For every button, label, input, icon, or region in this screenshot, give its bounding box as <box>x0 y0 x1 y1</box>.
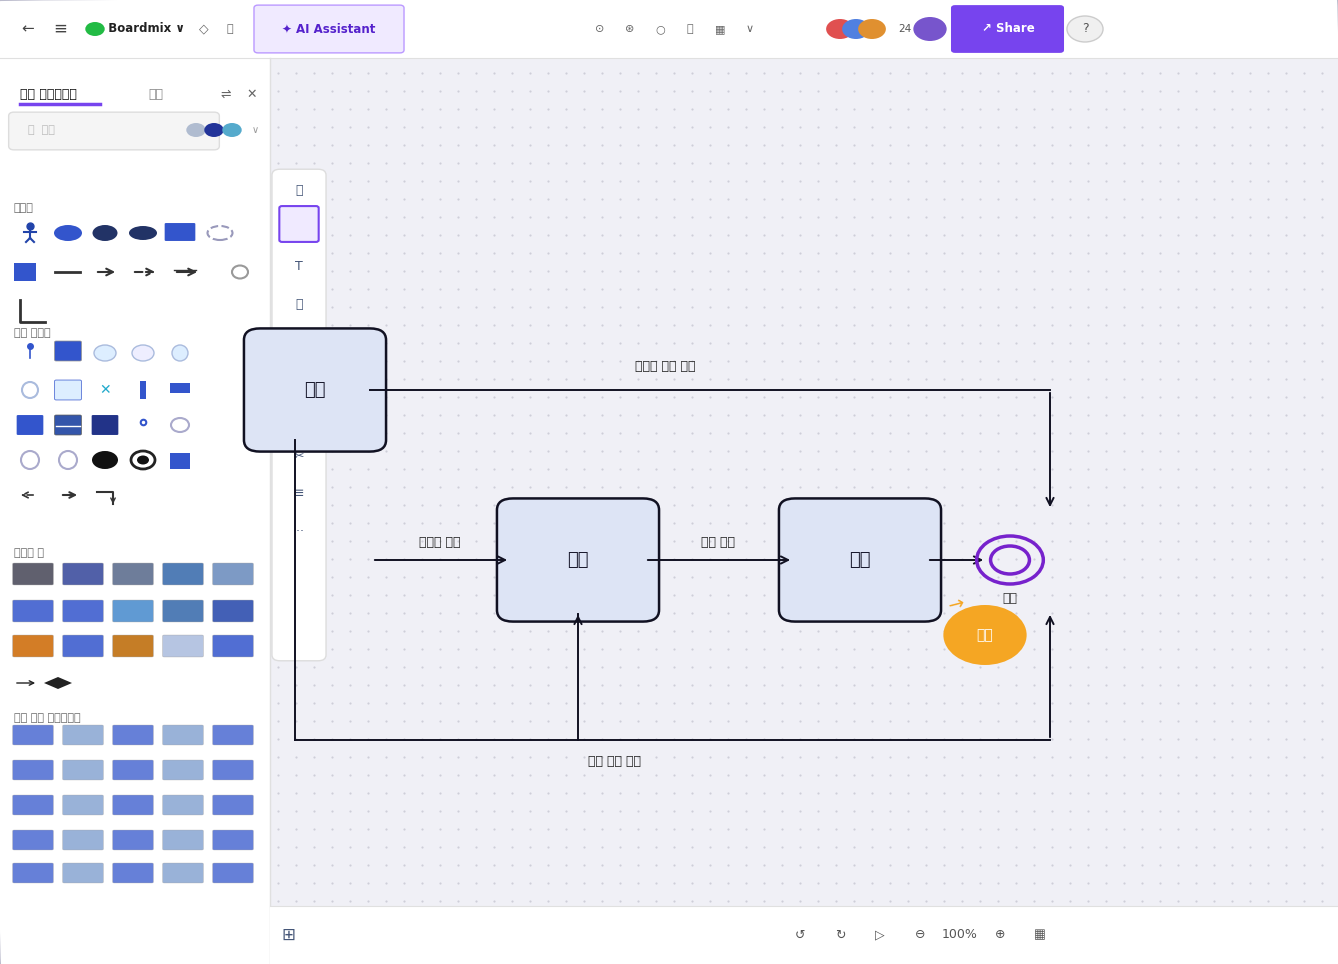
Text: ≡: ≡ <box>54 20 67 38</box>
Circle shape <box>186 123 206 137</box>
Text: T: T <box>296 259 302 273</box>
Text: 문서 적용: 문서 적용 <box>701 537 735 549</box>
FancyBboxPatch shape <box>779 498 941 622</box>
Circle shape <box>205 123 223 137</box>
Text: ✦ AI Assistant: ✦ AI Assistant <box>282 22 376 36</box>
FancyBboxPatch shape <box>12 760 54 780</box>
Text: ○: ○ <box>656 24 665 34</box>
FancyBboxPatch shape <box>63 863 103 883</box>
Text: ≡: ≡ <box>294 488 304 500</box>
FancyBboxPatch shape <box>213 795 253 815</box>
FancyBboxPatch shape <box>163 635 203 656</box>
Text: ∿: ∿ <box>294 373 304 387</box>
Text: 클래스 맵: 클래스 맵 <box>13 548 44 558</box>
Text: ▦: ▦ <box>714 24 725 34</box>
Text: ⊕: ⊕ <box>994 928 1005 942</box>
FancyBboxPatch shape <box>8 112 219 149</box>
FancyBboxPatch shape <box>272 170 326 660</box>
FancyBboxPatch shape <box>112 795 154 815</box>
Text: 종료: 종료 <box>1002 592 1017 605</box>
FancyBboxPatch shape <box>63 563 103 585</box>
Bar <box>0 58 270 964</box>
Circle shape <box>1066 16 1103 42</box>
Text: ▷: ▷ <box>875 928 884 942</box>
Text: ∨: ∨ <box>252 125 258 135</box>
Text: ↻: ↻ <box>835 928 846 942</box>
FancyBboxPatch shape <box>213 725 253 745</box>
FancyBboxPatch shape <box>112 635 154 656</box>
FancyBboxPatch shape <box>55 341 82 361</box>
FancyBboxPatch shape <box>163 725 203 745</box>
FancyBboxPatch shape <box>163 563 203 585</box>
Ellipse shape <box>132 345 154 361</box>
Bar <box>270 906 1338 964</box>
FancyBboxPatch shape <box>280 206 318 242</box>
FancyBboxPatch shape <box>213 830 253 850</box>
FancyBboxPatch shape <box>12 795 54 815</box>
Polygon shape <box>44 677 72 689</box>
Text: 지수: 지수 <box>977 628 993 642</box>
FancyBboxPatch shape <box>213 760 253 780</box>
Text: 전송: 전송 <box>304 381 325 399</box>
Circle shape <box>222 123 242 137</box>
Text: 📝: 📝 <box>296 298 302 310</box>
FancyBboxPatch shape <box>63 600 103 622</box>
Text: 보관: 보관 <box>850 551 871 569</box>
Bar <box>0 0 1338 58</box>
Text: ?: ? <box>1081 22 1088 36</box>
Text: 🔍: 🔍 <box>226 24 233 34</box>
FancyBboxPatch shape <box>12 635 54 656</box>
FancyBboxPatch shape <box>12 863 54 883</box>
FancyBboxPatch shape <box>163 830 203 850</box>
FancyBboxPatch shape <box>112 600 154 622</box>
Text: ✕: ✕ <box>246 88 257 100</box>
FancyBboxPatch shape <box>163 863 203 883</box>
FancyBboxPatch shape <box>55 380 82 400</box>
FancyBboxPatch shape <box>213 635 253 656</box>
Text: ⬜: ⬜ <box>296 222 302 234</box>
FancyBboxPatch shape <box>12 600 54 622</box>
FancyBboxPatch shape <box>213 563 253 585</box>
FancyBboxPatch shape <box>63 725 103 745</box>
Bar <box>170 383 190 393</box>
Ellipse shape <box>173 345 189 361</box>
Text: 용례도: 용례도 <box>13 203 33 213</box>
FancyBboxPatch shape <box>254 5 404 53</box>
Text: ◎: ◎ <box>293 335 305 349</box>
Text: ⊙: ⊙ <box>595 24 605 34</box>
Circle shape <box>858 19 886 39</box>
Text: ⊖: ⊖ <box>915 928 926 942</box>
Bar <box>140 381 146 399</box>
FancyBboxPatch shape <box>112 563 154 585</box>
FancyBboxPatch shape <box>112 760 154 780</box>
Text: ⏱: ⏱ <box>686 24 693 34</box>
Text: ⇌: ⇌ <box>221 88 231 100</box>
FancyBboxPatch shape <box>165 223 195 241</box>
Text: 시간 순서도: 시간 순서도 <box>13 328 51 338</box>
FancyBboxPatch shape <box>951 5 1064 53</box>
Ellipse shape <box>136 456 149 465</box>
FancyBboxPatch shape <box>163 760 203 780</box>
Text: ✕: ✕ <box>99 383 111 397</box>
FancyBboxPatch shape <box>244 329 387 451</box>
Text: 영수증 전송 완료: 영수증 전송 완료 <box>634 360 696 373</box>
Text: ⊛: ⊛ <box>625 24 634 34</box>
Text: ↗: ↗ <box>943 593 967 617</box>
FancyBboxPatch shape <box>12 725 54 745</box>
Ellipse shape <box>92 225 118 241</box>
Text: 모양 라이브러리: 모양 라이브러리 <box>20 88 76 100</box>
FancyBboxPatch shape <box>12 830 54 850</box>
Ellipse shape <box>94 345 116 361</box>
Text: ✂: ✂ <box>294 449 304 463</box>
FancyBboxPatch shape <box>63 635 103 656</box>
FancyBboxPatch shape <box>213 863 253 883</box>
Circle shape <box>943 605 1026 665</box>
Bar <box>270 58 1338 964</box>
Text: 송인: 송인 <box>567 551 589 569</box>
Text: 🎨: 🎨 <box>296 183 302 197</box>
Text: Boardmix ∨: Boardmix ∨ <box>100 22 185 36</box>
Ellipse shape <box>54 225 82 241</box>
Text: ←: ← <box>21 21 35 37</box>
Ellipse shape <box>128 226 157 240</box>
